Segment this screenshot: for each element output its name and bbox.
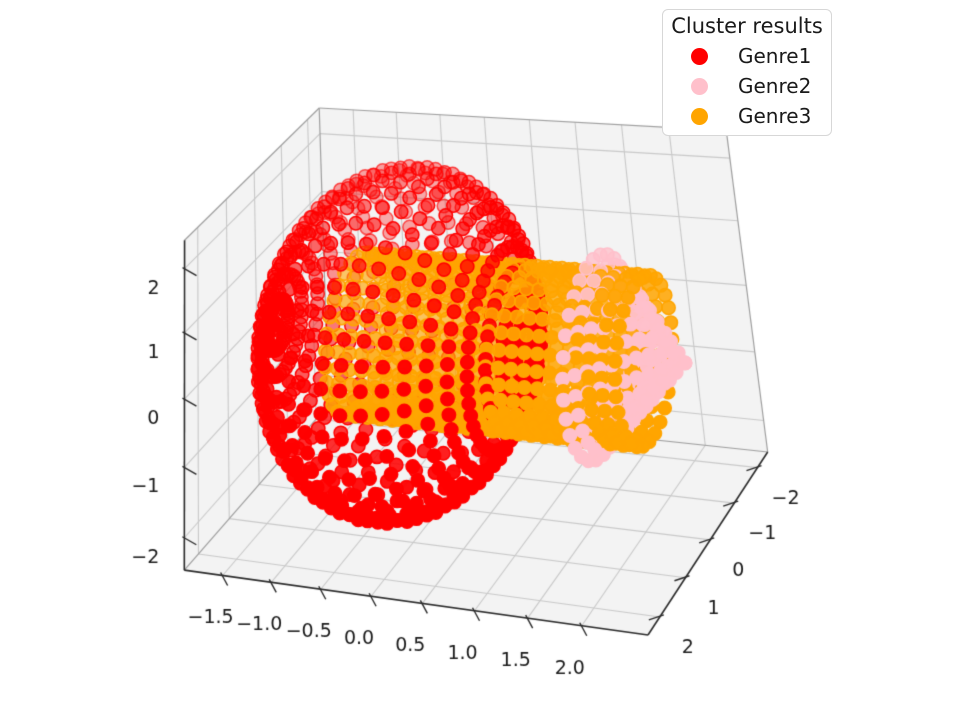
legend-item: Genre3: [691, 101, 831, 131]
legend-marker-genre2-icon: [691, 77, 708, 95]
legend-marker-genre1-icon: [691, 47, 708, 65]
legend-item: Genre1: [691, 41, 831, 71]
legend: Cluster results Genre1 Genre2 Genre3: [662, 9, 832, 136]
legend-marker-genre3-icon: [691, 107, 708, 125]
legend-item: Genre2: [691, 71, 831, 101]
legend-item-label: Genre2: [738, 74, 812, 98]
legend-item-label: Genre1: [738, 44, 812, 68]
legend-title: Cluster results: [671, 14, 823, 38]
legend-rows: Genre1 Genre2 Genre3: [663, 41, 831, 131]
legend-item-label: Genre3: [738, 104, 812, 128]
